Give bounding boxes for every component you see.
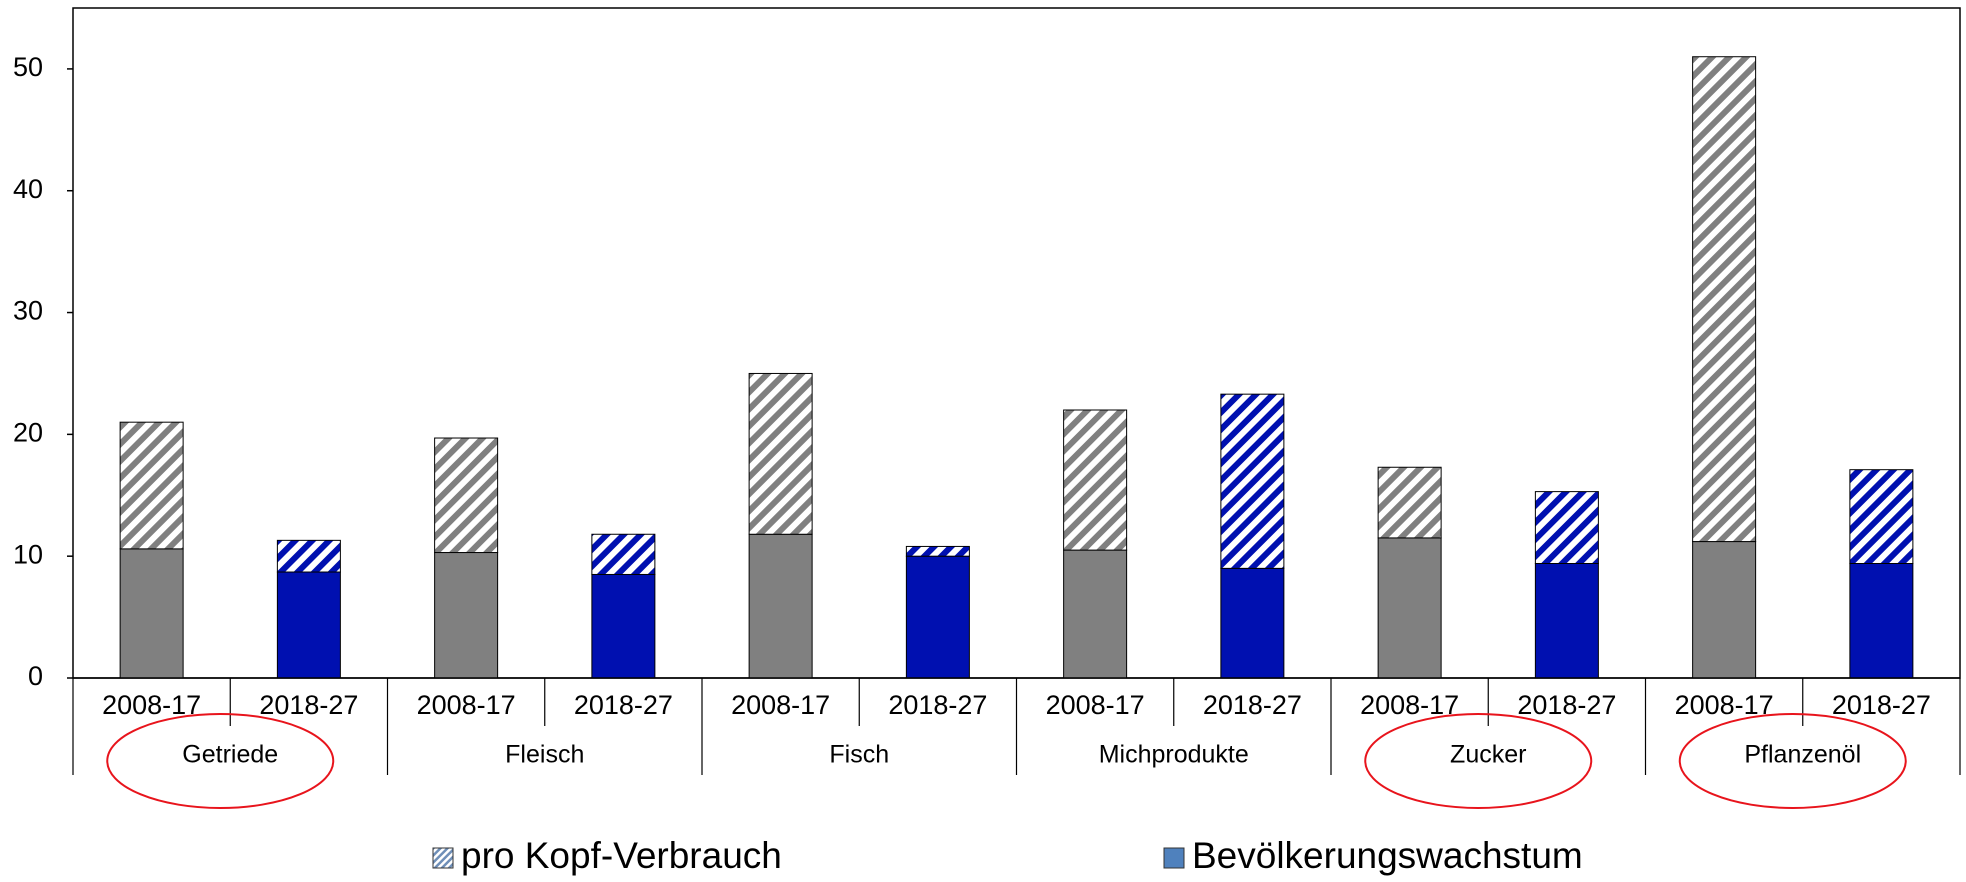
highlight-ellipse (106, 713, 335, 809)
group-label: Fisch (829, 741, 889, 769)
bar-segment (1692, 56, 1757, 543)
x-tick-label: 2008-17 (1360, 690, 1459, 720)
bar-segment (748, 372, 813, 535)
x-tick-label: 2008-17 (1675, 690, 1774, 720)
bar-segment (1220, 567, 1285, 679)
bar-segment (748, 533, 813, 679)
bar-segment (591, 533, 656, 575)
legend-swatch (1163, 847, 1185, 869)
bar-segment (1220, 393, 1285, 569)
y-tick-label: 10 (13, 539, 43, 569)
group-label: Michprodukte (1099, 741, 1249, 769)
bar-segment (276, 571, 341, 679)
x-tick-label: 2018-27 (1832, 690, 1931, 720)
x-tick-label: 2008-17 (102, 690, 201, 720)
bar-segment (1063, 409, 1128, 551)
bar-segment (1377, 466, 1442, 539)
legend-swatch (432, 847, 454, 869)
highlight-ellipse (1678, 713, 1907, 809)
bar-segment (905, 555, 970, 679)
y-tick-label: 20 (13, 417, 43, 447)
bar-segment (276, 539, 341, 573)
legend-label: pro Kopf-Verbrauch (461, 835, 782, 876)
bar-segment (1849, 562, 1914, 679)
bar-segment (1377, 537, 1442, 679)
x-tick-label: 2008-17 (731, 690, 830, 720)
x-tick-label: 2018-27 (574, 690, 673, 720)
x-tick-label: 2018-27 (259, 690, 358, 720)
x-tick-label: 2018-27 (1517, 690, 1616, 720)
plot-frame (72, 7, 1961, 679)
bar-segment (434, 552, 499, 679)
bar-segment (1849, 469, 1914, 564)
highlight-ellipse (1364, 713, 1593, 809)
bar-segment (905, 545, 970, 557)
group-label: Zucker (1450, 741, 1526, 769)
bar-segment (1534, 562, 1599, 679)
bar-segment (1534, 491, 1599, 564)
bar-segment (1692, 541, 1757, 679)
y-tick-label: 30 (13, 296, 43, 326)
bar-segment (591, 573, 656, 679)
bar-segment (434, 437, 499, 554)
y-tick-label: 50 (13, 52, 43, 82)
bar-segment (119, 421, 184, 550)
group-label: Pflanzenöl (1744, 741, 1861, 769)
bar-segment (1063, 549, 1128, 679)
x-tick-label: 2008-17 (417, 690, 516, 720)
group-label: Fleisch (505, 741, 584, 769)
x-tick-label: 2018-27 (1203, 690, 1302, 720)
bar-segment (119, 548, 184, 679)
group-label: Getriede (182, 741, 278, 769)
x-tick-label: 2008-17 (1046, 690, 1145, 720)
legend-label: Bevölkerungswachstum (1192, 835, 1583, 876)
y-tick-label: 0 (28, 661, 43, 691)
y-tick-label: 40 (13, 174, 43, 204)
x-tick-label: 2018-27 (888, 690, 987, 720)
